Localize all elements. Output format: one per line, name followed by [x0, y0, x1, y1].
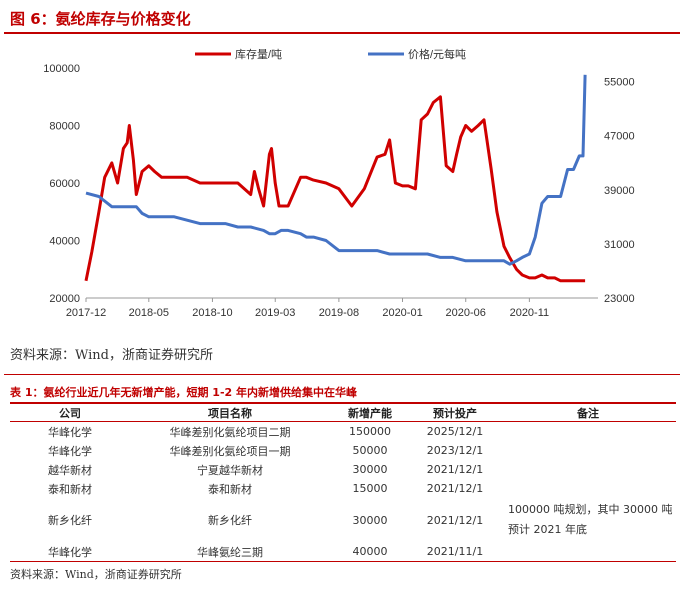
x-tick-label: 2020-01 [382, 307, 422, 319]
cell-capacity: 50000 [352, 444, 388, 457]
cell-date: 2025/12/1 [426, 425, 484, 438]
col-project: 项目名称 [130, 402, 330, 422]
cell-capacity: 15000 [352, 482, 388, 495]
table-row: 越华新材 宁夏越华新材 30000 2021/12/1 [10, 460, 676, 479]
cell-company: 华峰化学 [10, 542, 130, 562]
col-capacity: 新增产能 [330, 402, 410, 422]
x-tick-label: 2020-11 [510, 307, 550, 319]
cell-project: 宁夏越华新材 [197, 463, 263, 477]
figure-source: 资料来源：Wind，浙商证券研究所 [10, 348, 213, 363]
table-row: 华峰化学 华峰差别化氨纶项目二期 150000 2025/12/1 [10, 422, 676, 442]
cell-note [500, 479, 676, 498]
cell-capacity: 40000 [330, 542, 410, 562]
col-company: 公司 [10, 402, 130, 422]
cell-date: 2023/12/1 [426, 444, 484, 457]
cell-company: 华峰化学 [48, 425, 92, 439]
x-tick-label: 2019-03 [255, 307, 295, 319]
table-header-row: 公司 项目名称 新增产能 预计投产 备注 [10, 402, 676, 422]
table-row: 新乡化纤 新乡化纤 30000 2021/12/1 100000 吨规划，其中 … [10, 498, 676, 542]
cell-date: 2021/11/1 [410, 542, 500, 562]
table-row: 泰和新材 泰和新材 15000 2021/12/1 [10, 479, 676, 498]
inventory-price-chart: 2017-12 2018-05 2018-10 2019-03 2019-08 2020-… [43, 47, 635, 319]
y-right-tick-label: 47000 [604, 131, 635, 143]
y-right-tick-label: 39000 [604, 185, 635, 197]
x-tick-label: 2018-10 [192, 307, 232, 319]
col-note: 备注 [500, 402, 676, 422]
y-left-tick-label: 80000 [49, 121, 80, 133]
section-rule [4, 374, 680, 375]
y-left-tick-label: 100000 [43, 63, 80, 75]
x-tick-label: 2020-06 [446, 307, 486, 319]
cell-date: 2021/12/1 [426, 513, 484, 527]
capacity-table: 公司 项目名称 新增产能 预计投产 备注 华峰化学 华峰差别化氨纶项目二期 15… [10, 402, 676, 562]
cell-capacity: 30000 [352, 513, 388, 527]
figure-title: 图 6：氨纶库存与价格变化 [10, 10, 191, 28]
x-tick-label: 2018-05 [129, 307, 169, 319]
x-tick-label: 2017-12 [66, 307, 106, 319]
price-series-line [85, 74, 587, 266]
y-left-tick-label: 40000 [49, 236, 80, 248]
y-right-tick-label: 31000 [604, 239, 635, 251]
cell-date: 2021/12/1 [426, 463, 484, 476]
table-title: 表 1：氨纶行业近几年无新增产能，短期 1-2 年内新增供给集中在华峰 [10, 386, 358, 399]
cell-note: 100000 吨规划，其中 30000 吨预计 2021 年底 [508, 503, 673, 536]
cell-project: 华峰差别化氨纶项目二期 [169, 425, 291, 439]
y-right-tick-label: 55000 [604, 77, 635, 89]
legend-label: 价格/元每吨 [408, 47, 466, 61]
y-left-tick-label: 60000 [49, 178, 80, 190]
cell-company: 华峰化学 [48, 444, 92, 458]
col-date: 预计投产 [410, 402, 500, 422]
cell-project: 泰和新材 [208, 482, 252, 496]
figure-title-rule [4, 32, 680, 34]
cell-company: 泰和新材 [48, 482, 92, 496]
y-right-tick-label: 23000 [604, 293, 635, 305]
x-tick-label: 2019-08 [319, 307, 359, 319]
cell-date: 2021/12/1 [426, 482, 484, 495]
cell-capacity: 30000 [352, 463, 388, 476]
table-row: 华峰化学 华峰差别化氨纶项目一期 50000 2023/12/1 [10, 441, 676, 460]
cell-note [500, 542, 676, 562]
cell-capacity: 150000 [349, 425, 391, 438]
legend-label: 库存量/吨 [235, 47, 282, 61]
cell-project: 华峰差别化氨纶项目一期 [169, 444, 291, 458]
cell-note [500, 460, 676, 479]
y-left-tick-label: 20000 [49, 293, 80, 305]
cell-company: 越华新材 [48, 463, 92, 477]
cell-project: 华峰氨纶三期 [130, 542, 330, 562]
cell-note [500, 441, 676, 460]
cell-company: 新乡化纤 [48, 514, 92, 527]
table-row: 华峰化学 华峰氨纶三期 40000 2021/11/1 [10, 542, 676, 562]
table-source: 资料来源：Wind，浙商证券研究所 [10, 568, 182, 581]
inventory-series-line [84, 95, 586, 283]
cell-note [500, 422, 676, 442]
cell-project: 新乡化纤 [208, 514, 252, 527]
